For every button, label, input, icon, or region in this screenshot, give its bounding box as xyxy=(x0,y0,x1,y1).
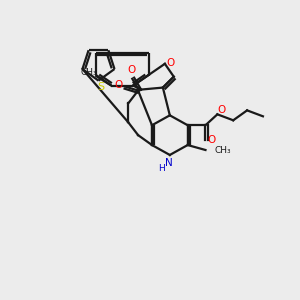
Text: S: S xyxy=(97,82,104,92)
Text: N: N xyxy=(165,158,173,168)
Text: CH₃: CH₃ xyxy=(80,68,97,77)
Text: O: O xyxy=(217,105,226,116)
Text: CH₃: CH₃ xyxy=(214,146,231,154)
Text: O: O xyxy=(207,135,216,145)
Text: O: O xyxy=(114,80,122,90)
Text: O: O xyxy=(127,65,135,75)
Text: O: O xyxy=(167,58,175,68)
Text: H: H xyxy=(158,164,165,173)
